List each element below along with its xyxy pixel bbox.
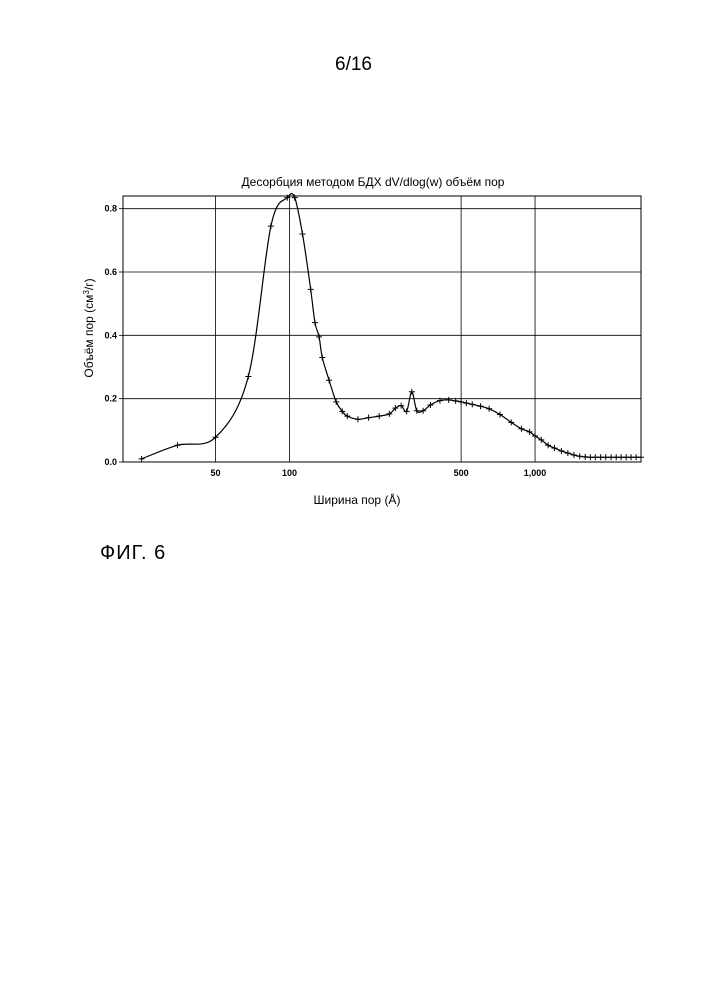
x-tick-label-2: 500 xyxy=(454,468,469,478)
data-point-9 xyxy=(312,320,318,326)
data-point-46 xyxy=(577,453,583,459)
data-point-43 xyxy=(558,448,564,454)
data-point-47 xyxy=(582,454,588,460)
data-markers xyxy=(139,195,644,462)
data-point-37 xyxy=(518,426,524,432)
data-point-6 xyxy=(292,195,298,201)
data-point-0 xyxy=(139,456,145,462)
y-tick-label-2: 0.4 xyxy=(104,330,117,340)
data-point-23 xyxy=(409,389,415,395)
data-point-10 xyxy=(316,334,322,340)
grid-lines xyxy=(123,196,641,462)
data-point-28 xyxy=(446,397,452,403)
data-point-22 xyxy=(404,408,410,414)
data-point-1 xyxy=(174,442,180,448)
pore-volume-chart: Десорбция методом БДХ dV/dlog(w) объём п… xyxy=(0,0,707,530)
y-tick-label-3: 0.6 xyxy=(104,267,117,277)
y-axis-label-main: Объём пор (см xyxy=(82,295,96,378)
figure-caption: ФИГ. 6 xyxy=(100,542,166,565)
data-point-17 xyxy=(366,415,372,421)
data-point-52 xyxy=(608,454,614,460)
x-axis-label: Ширина пор (Å) xyxy=(314,492,401,507)
data-point-12 xyxy=(326,377,332,383)
data-point-7 xyxy=(299,231,305,237)
data-point-51 xyxy=(603,454,609,460)
data-point-44 xyxy=(565,450,571,456)
data-point-33 xyxy=(478,403,484,409)
data-point-13 xyxy=(333,399,339,405)
data-point-4 xyxy=(268,223,274,229)
y-axis-label: Объём пор (см3/г) xyxy=(82,278,97,377)
data-point-58 xyxy=(638,454,644,460)
x-tick-label-0: 50 xyxy=(211,468,221,478)
data-point-8 xyxy=(308,286,314,292)
y-tick-label-0: 0.0 xyxy=(104,457,117,467)
data-point-42 xyxy=(552,445,558,451)
x-tick-label-3: 1,000 xyxy=(524,468,547,478)
y-tick-labels: 0.0 0.2 0.4 0.6 0.8 xyxy=(104,204,123,467)
data-point-34 xyxy=(486,406,492,412)
data-point-45 xyxy=(571,452,577,458)
data-point-18 xyxy=(376,413,382,419)
series-line xyxy=(142,193,641,458)
data-point-49 xyxy=(592,454,598,460)
data-point-30 xyxy=(458,399,464,405)
y-axis-label-end: /г) xyxy=(82,278,96,290)
data-point-3 xyxy=(245,374,251,380)
y-tick-label-4: 0.8 xyxy=(104,204,117,214)
x-tick-labels: 50 100 500 1,000 xyxy=(211,468,547,478)
chart-title: Десорбция методом БДХ dV/dlog(w) объём п… xyxy=(242,175,505,189)
x-tick-label-1: 100 xyxy=(282,468,297,478)
data-point-24 xyxy=(414,408,420,414)
data-point-31 xyxy=(463,400,469,406)
y-tick-label-1: 0.2 xyxy=(104,394,117,404)
data-point-11 xyxy=(319,355,325,361)
data-point-54 xyxy=(618,454,624,460)
plot-frame xyxy=(123,196,641,462)
data-point-32 xyxy=(469,401,475,407)
data-point-16 xyxy=(355,416,361,422)
